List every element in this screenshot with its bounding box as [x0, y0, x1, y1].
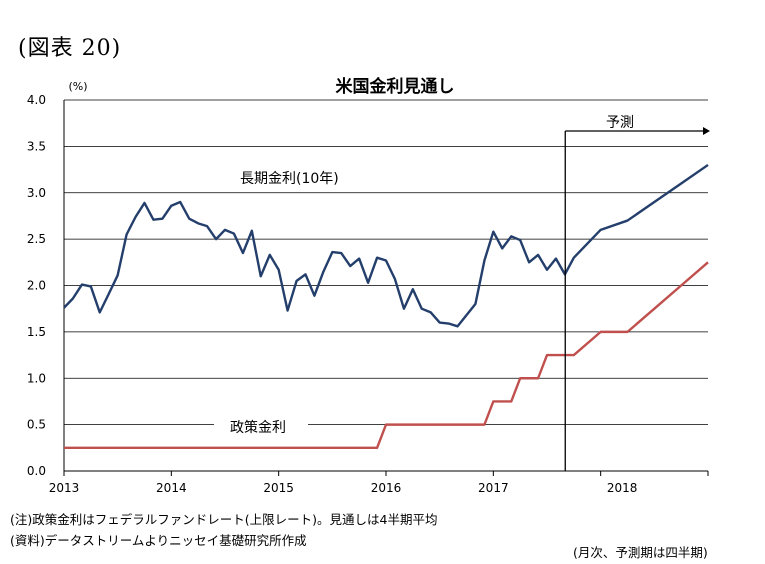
- x-tick-label: 2016: [371, 481, 402, 495]
- footnote-note: (注)政策金利はフェデラルファンドレート(上限レート)。見通しは4半期平均: [10, 512, 438, 527]
- chart-title: 米国金利見通し: [336, 76, 455, 97]
- chart-labels: 米国金利見通し (%) 予測 長期金利(10年) 政策金利: [68, 76, 634, 438]
- series-lines: [63, 163, 709, 450]
- series-label-bg: [214, 414, 308, 438]
- y-tick-label: 3.0: [27, 186, 46, 200]
- footnote-source: (資料)データストリームよりニッセイ基礎研究所作成: [10, 533, 307, 548]
- y-tick-label: 4.0: [27, 93, 46, 107]
- x-tick-label: 2013: [49, 481, 80, 495]
- forecast-arrowhead: [703, 127, 710, 135]
- forecast-label: 予測: [606, 115, 634, 131]
- y-tick-label: 1.5: [27, 325, 46, 339]
- forecast-marker: [564, 127, 710, 471]
- y-tick-label: 3.5: [27, 139, 46, 153]
- y-tick-label: 2.0: [27, 279, 46, 293]
- figure-label: (図表 20): [18, 36, 122, 61]
- y-tick-label: 0.0: [27, 464, 46, 478]
- series-line-long-rate: [63, 163, 709, 328]
- x-tick-label: 2014: [156, 481, 187, 495]
- y-tick-label: 0.5: [27, 418, 46, 432]
- series-line-policy-rate: [64, 261, 709, 450]
- x-tick-label: 2015: [263, 481, 294, 495]
- y-axis-unit-label: (%): [68, 80, 87, 93]
- x-tick-label: 2018: [607, 481, 638, 495]
- footnote-frequency: (月次、予測期は四半期): [573, 545, 708, 560]
- y-tick-label: 1.0: [27, 371, 46, 385]
- y-tick-label: 2.5: [27, 232, 46, 246]
- x-tick-label: 2017: [478, 481, 509, 495]
- series-label-bg: [216, 165, 348, 189]
- series-label-long-rate: 長期金利(10年): [240, 171, 339, 187]
- gridlines: [64, 99, 708, 472]
- series-label-policy-rate: 政策金利: [230, 419, 286, 436]
